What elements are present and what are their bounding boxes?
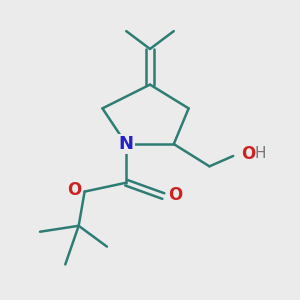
Text: O: O (241, 145, 255, 163)
Text: O: O (168, 186, 182, 204)
Text: H: H (255, 146, 266, 161)
Text: N: N (119, 135, 134, 153)
Text: O: O (67, 181, 81, 199)
